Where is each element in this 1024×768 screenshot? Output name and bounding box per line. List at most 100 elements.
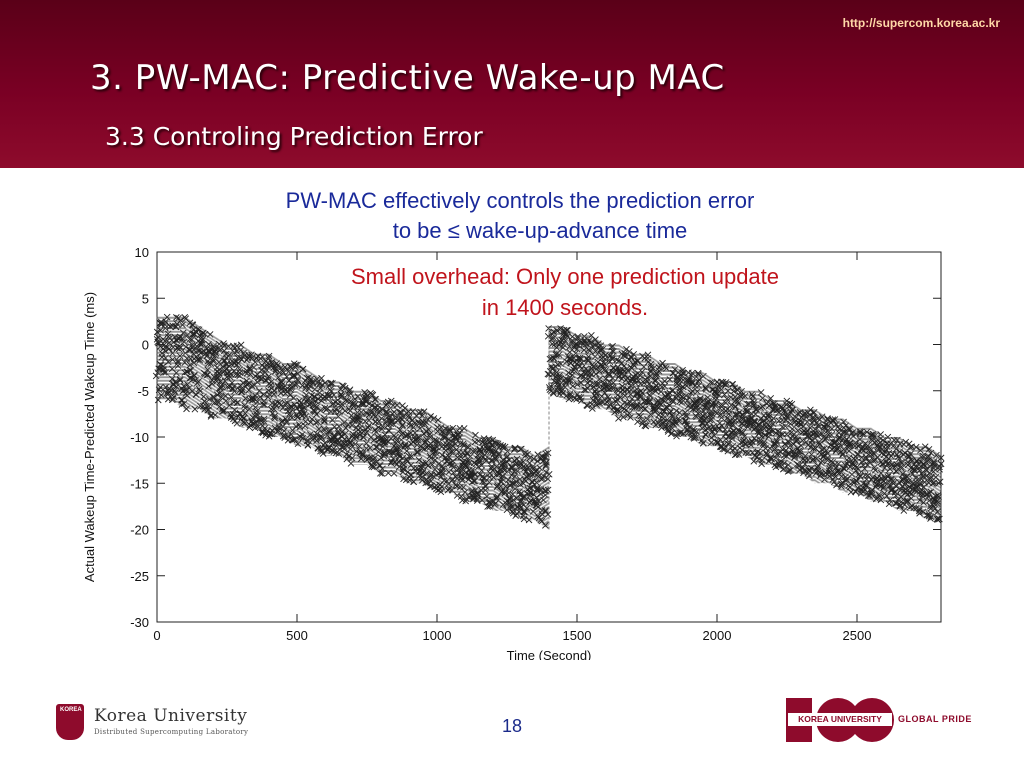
data-point-x [544, 511, 552, 518]
data-point-x [911, 467, 918, 474]
data-point-x [664, 390, 671, 398]
data-point-x [550, 355, 558, 362]
data-point-x [578, 355, 585, 363]
data-point-x [350, 414, 357, 422]
data-point-x [353, 433, 360, 441]
data-point-x [371, 454, 379, 462]
data-point-x [415, 433, 422, 441]
data-point-x [871, 432, 878, 440]
data-point-x [718, 401, 725, 408]
data-point-x [176, 352, 184, 360]
data-point-x [281, 363, 289, 371]
data-point-x [919, 492, 926, 500]
x-axis-ticks: 0 500 1000 1500 2000 2500 [153, 252, 871, 643]
data-point-x [514, 467, 521, 475]
data-point-x [907, 443, 914, 451]
data-point-x [582, 374, 589, 382]
data-point-x [575, 342, 582, 350]
data-point-x [609, 342, 616, 350]
data-point-x [742, 405, 750, 413]
data-point-x [901, 501, 908, 509]
data-point-x [571, 363, 578, 371]
data-point-x [265, 373, 272, 380]
data-point-x [356, 443, 363, 450]
data-point-x [614, 396, 621, 403]
data-point-x [641, 405, 649, 413]
data-point-x [863, 443, 870, 451]
data-point-x [222, 392, 229, 400]
data-point-x [889, 462, 897, 470]
data-points [152, 313, 945, 530]
data-point-x [557, 325, 564, 332]
data-point-x [236, 372, 243, 380]
data-point-x [785, 449, 792, 457]
data-point-x [450, 464, 457, 471]
data-point-x [395, 448, 402, 455]
logo-tagline: GLOBAL PRIDE [898, 714, 972, 724]
data-point-x [206, 395, 213, 403]
data-point-x [457, 453, 465, 461]
data-point-x [635, 377, 642, 384]
y-tick-label: -5 [137, 384, 149, 399]
data-point-x [926, 469, 933, 477]
data-point-x [644, 415, 651, 423]
data-point-x [927, 475, 934, 483]
data-point-x [285, 368, 293, 375]
data-point-x [752, 410, 759, 418]
data-point-x [226, 351, 233, 359]
slide-subtitle: 3.3 Controling Prediction Error [105, 122, 483, 151]
data-point-x [905, 452, 913, 460]
data-point-x [606, 378, 614, 386]
data-point-x [838, 483, 845, 490]
data-point-x [345, 436, 352, 443]
data-point-x [469, 466, 476, 474]
data-point-x [520, 462, 527, 470]
data-point-x [169, 349, 176, 357]
data-point-x [377, 435, 384, 442]
data-point-x [336, 408, 343, 416]
data-point-x [449, 424, 457, 432]
data-point-x [843, 429, 850, 437]
data-point-x [685, 394, 693, 401]
data-point-x [379, 465, 386, 473]
data-point-x [499, 444, 506, 451]
data-point-x [299, 365, 307, 373]
data-point-x [252, 403, 259, 411]
data-point-x [932, 493, 940, 500]
data-point-x [177, 317, 184, 324]
data-point-x [292, 361, 300, 369]
data-point-x [205, 383, 212, 390]
data-point-x [810, 445, 817, 452]
data-point-x [637, 372, 644, 379]
data-point-x [365, 422, 373, 429]
data-point-x [495, 451, 503, 458]
data-point-x [929, 480, 936, 487]
data-point-x [761, 431, 769, 439]
data-point-x [470, 477, 477, 485]
data-point-x [209, 376, 216, 384]
y-tick-label: -30 [130, 615, 149, 630]
data-point-x [658, 395, 665, 403]
data-point-x [880, 484, 887, 492]
data-point-x [452, 481, 459, 489]
data-point-x [191, 372, 198, 379]
data-point-x [242, 395, 249, 402]
data-point-x [205, 360, 212, 367]
data-point-x [162, 369, 169, 376]
data-point-x [843, 476, 851, 484]
data-point-x [717, 436, 724, 444]
data-point-x [265, 352, 273, 360]
data-point-x [697, 400, 704, 408]
data-point-x [787, 420, 794, 428]
data-point-x [509, 480, 516, 487]
data-point-x [553, 350, 561, 358]
data-point-x [682, 409, 689, 416]
data-point-x [260, 391, 267, 398]
data-point-x [399, 421, 406, 429]
site-url[interactable]: http://supercom.korea.ac.kr [842, 16, 1000, 30]
data-point-x [782, 422, 789, 430]
data-point-x [624, 411, 631, 419]
data-point-x [566, 355, 573, 363]
data-point-x [615, 415, 622, 422]
chart-caption-line-1: PW-MAC effectively controls the predicti… [286, 188, 755, 213]
